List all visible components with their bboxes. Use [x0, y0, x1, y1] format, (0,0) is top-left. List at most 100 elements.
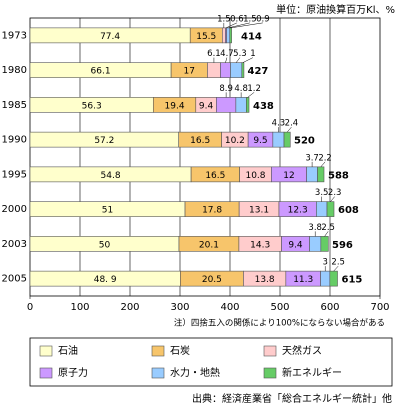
legend-label: 石炭: [170, 345, 190, 357]
bar-segment: [246, 97, 250, 113]
value-label: 2.5: [321, 223, 335, 233]
value-label: 4.7: [220, 49, 234, 59]
value-label: 3.7: [305, 153, 319, 163]
leader-line: [286, 126, 292, 133]
value-label: 9.4: [288, 240, 303, 250]
footnote: 注）四捨五入の関係により100%にならない場合がある: [174, 318, 385, 329]
bar-segment: [316, 201, 328, 217]
legend-label: 新エネルギー: [282, 366, 342, 379]
legend-label: 水力・地熱: [170, 366, 220, 379]
value-label: 2.3: [328, 188, 342, 198]
bar-segment: [235, 97, 247, 113]
value-label: 57.2: [94, 136, 114, 146]
y-tick-label: 1995: [2, 169, 27, 180]
value-label: 5.3: [233, 49, 247, 59]
x-tick-label: 700: [370, 302, 389, 313]
value-label: 0.6: [230, 14, 244, 24]
legend-swatch: [263, 367, 277, 379]
value-label: 10.8: [245, 171, 265, 181]
value-label: 51: [102, 206, 113, 216]
value-label: 17: [184, 67, 195, 77]
value-label: 1.2: [247, 84, 261, 94]
bar-segment: [220, 62, 231, 78]
value-label: 12: [283, 171, 294, 181]
value-label: 16.5: [190, 136, 210, 146]
value-label: 15.5: [196, 32, 216, 42]
value-label: 2.2: [318, 153, 332, 163]
bar-segment: [207, 62, 221, 78]
bar-segment: [320, 270, 331, 287]
leader-line: [228, 22, 250, 29]
leader-line: [230, 22, 263, 29]
bar-segment: [283, 131, 291, 148]
value-label: 20.1: [199, 240, 219, 250]
bar-segment: [216, 97, 237, 113]
value-label: 13.1: [249, 206, 269, 216]
y-tick-label: 2005: [2, 274, 27, 285]
value-label: 8.9: [219, 84, 233, 94]
value-label: 66.1: [91, 67, 111, 77]
x-tick-label: 0: [27, 302, 33, 313]
x-tick-label: 300: [170, 302, 189, 313]
y-tick-label: 2003: [2, 239, 27, 250]
bar-segment: [241, 62, 245, 78]
legend-label: 原子力: [58, 366, 88, 379]
value-label: 0.9: [256, 14, 270, 24]
leader-line: [324, 231, 329, 237]
leader-line: [333, 265, 339, 272]
y-tick-label: 1980: [2, 65, 27, 76]
bar-segment: [309, 236, 322, 252]
value-label: 19.4: [165, 101, 185, 111]
value-label: 9.5: [253, 136, 267, 146]
total-label: 615: [342, 275, 363, 286]
legend-label: 石油: [58, 344, 78, 357]
value-label: 9.4: [199, 101, 214, 111]
value-label: 54.8: [101, 171, 121, 181]
bar-segment: [272, 131, 285, 148]
x-tick-label: 400: [220, 302, 239, 313]
total-label: 414: [241, 31, 262, 42]
plot-frame: [29, 17, 381, 297]
total-label: 427: [248, 66, 269, 77]
total-label: 608: [338, 205, 359, 216]
bar-segment: [329, 270, 338, 287]
x-tick-label: 600: [320, 302, 339, 313]
leader-line: [225, 57, 228, 63]
bar-segment: [229, 27, 232, 44]
value-label: 4.8: [234, 84, 248, 94]
total-label: 596: [332, 240, 353, 251]
value-label: 3: [322, 258, 327, 268]
value-label: 11.3: [293, 275, 313, 285]
legend-box: [29, 337, 393, 387]
legend-swatch: [263, 345, 277, 357]
leader-line: [320, 161, 326, 168]
leader-line: [225, 22, 237, 29]
unit-note: 単位：原油換算百万Kl、%: [276, 3, 395, 16]
value-label: 3.8: [308, 223, 322, 233]
value-label: 1.5: [217, 14, 231, 24]
value-label: 13.8: [255, 275, 275, 285]
bar-segment: [222, 27, 226, 44]
x-tick-label: 500: [270, 302, 289, 313]
bar-segment: [230, 62, 243, 78]
bar-segment: [320, 236, 329, 252]
leader-line: [242, 57, 254, 63]
value-label: 16.5: [205, 171, 225, 181]
y-tick-label: 1990: [2, 135, 27, 146]
value-label: 4.3: [272, 119, 286, 129]
source: 出典：経済産業省「総合エネルギー統計」他: [192, 392, 392, 405]
bar-segment: [306, 166, 318, 183]
x-tick-label: 100: [70, 302, 89, 313]
bar-segment: [226, 27, 231, 44]
legend-swatch: [151, 345, 165, 357]
y-tick-label: 2000: [2, 204, 27, 215]
total-label: 588: [328, 170, 349, 181]
legend-label: 天然ガス: [282, 344, 322, 357]
value-label: 1: [250, 49, 255, 59]
y-tick-label: 1985: [2, 100, 27, 111]
total-label: 520: [294, 136, 315, 147]
bar-segment: [317, 166, 325, 183]
bar-segment: [326, 201, 335, 217]
leader-line: [247, 92, 255, 98]
